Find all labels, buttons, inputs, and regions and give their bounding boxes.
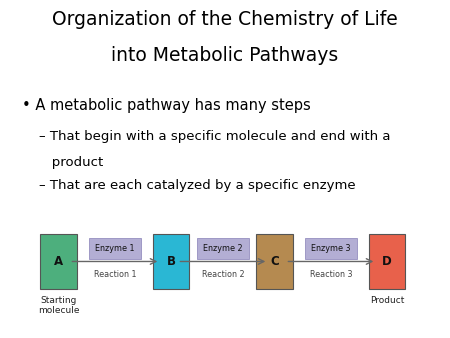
FancyBboxPatch shape: [40, 234, 77, 289]
Text: Reaction 1: Reaction 1: [94, 270, 136, 279]
FancyBboxPatch shape: [197, 238, 249, 259]
Text: • A metabolic pathway has many steps: • A metabolic pathway has many steps: [22, 98, 310, 113]
Text: – That begin with a specific molecule and end with a: – That begin with a specific molecule an…: [39, 130, 391, 143]
FancyBboxPatch shape: [153, 234, 189, 289]
Text: Starting
molecule: Starting molecule: [38, 295, 80, 315]
Text: Enzyme 3: Enzyme 3: [311, 244, 351, 253]
Text: Organization of the Chemistry of Life: Organization of the Chemistry of Life: [52, 10, 398, 29]
Text: into Metabolic Pathways: into Metabolic Pathways: [112, 46, 338, 65]
Text: Enzyme 1: Enzyme 1: [95, 244, 135, 253]
Text: Reaction 3: Reaction 3: [310, 270, 352, 279]
Text: C: C: [270, 255, 279, 268]
FancyBboxPatch shape: [305, 238, 357, 259]
Text: B: B: [166, 255, 176, 268]
Text: – That are each catalyzed by a specific enzyme: – That are each catalyzed by a specific …: [39, 179, 356, 192]
FancyBboxPatch shape: [89, 238, 141, 259]
FancyBboxPatch shape: [256, 234, 293, 289]
Text: A: A: [54, 255, 63, 268]
FancyBboxPatch shape: [369, 234, 405, 289]
Text: D: D: [382, 255, 392, 268]
Text: product: product: [39, 156, 104, 169]
Text: Enzyme 2: Enzyme 2: [203, 244, 243, 253]
Text: Product: Product: [370, 295, 404, 305]
Text: Reaction 2: Reaction 2: [202, 270, 244, 279]
